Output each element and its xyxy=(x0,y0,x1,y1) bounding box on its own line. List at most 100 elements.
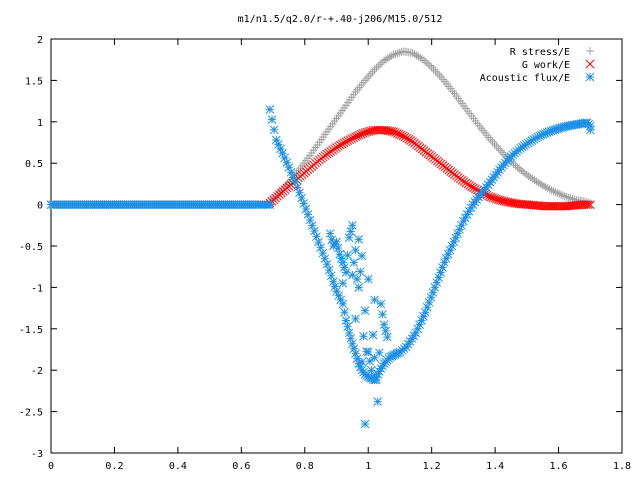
x-tick-label: 0 xyxy=(48,461,54,472)
data-point xyxy=(385,126,395,136)
data-point xyxy=(553,189,562,198)
data-point xyxy=(376,299,386,309)
data-point xyxy=(389,50,398,59)
data-point xyxy=(346,333,356,343)
data-point xyxy=(382,332,392,342)
data-point xyxy=(549,187,558,196)
x-tick-label: 0.8 xyxy=(296,461,314,472)
data-point xyxy=(334,141,343,151)
data-point xyxy=(335,140,345,150)
data-point xyxy=(320,254,330,264)
legend-marker xyxy=(585,59,595,69)
data-point xyxy=(338,258,348,267)
data-point xyxy=(340,263,349,272)
series-layer xyxy=(46,47,595,429)
data-point xyxy=(297,193,306,203)
data-point xyxy=(346,227,356,236)
series-2 xyxy=(46,105,595,429)
x-tick-label: 1 xyxy=(365,461,371,472)
data-point xyxy=(351,349,360,358)
data-point xyxy=(343,250,352,260)
series-0 xyxy=(265,47,595,207)
data-point xyxy=(579,200,589,209)
data-point xyxy=(494,144,503,153)
data-point xyxy=(374,348,384,358)
x-tick-label: 1.8 xyxy=(613,461,631,472)
x-tick-label: 0.4 xyxy=(169,461,187,472)
data-point xyxy=(330,282,340,291)
data-point xyxy=(423,59,432,68)
data-point xyxy=(344,328,354,338)
data-point xyxy=(307,221,317,230)
y-tick-label: -1 xyxy=(31,283,43,294)
data-point xyxy=(465,181,475,190)
data-point xyxy=(547,186,556,195)
legend-label: Acoustic flux/E xyxy=(480,73,570,84)
data-point xyxy=(348,220,357,230)
data-point xyxy=(422,302,432,312)
data-point xyxy=(314,237,323,247)
data-point xyxy=(269,125,279,135)
data-point xyxy=(352,274,362,284)
legend-label: G work/E xyxy=(522,60,570,71)
data-point xyxy=(402,133,412,143)
data-point xyxy=(328,277,338,286)
y-tick-label: 1 xyxy=(37,118,43,129)
data-point xyxy=(379,320,389,330)
data-point xyxy=(267,115,277,124)
data-point xyxy=(362,74,371,83)
data-point xyxy=(451,233,461,243)
y-tick-label: -3 xyxy=(31,449,43,460)
data-point xyxy=(332,143,341,152)
data-point xyxy=(316,243,325,253)
legend: R stress/E G work/E Acoustic flux/E xyxy=(480,47,595,84)
data-point xyxy=(429,65,438,74)
data-point xyxy=(433,69,442,78)
y-tick-label: 0.5 xyxy=(25,159,43,170)
data-point xyxy=(371,375,381,385)
data-point xyxy=(492,142,501,151)
data-point xyxy=(398,131,408,141)
data-point xyxy=(344,233,354,243)
data-point xyxy=(341,316,351,325)
data-point xyxy=(420,307,430,317)
data-point xyxy=(370,295,379,305)
legend-marker xyxy=(585,72,595,82)
data-point xyxy=(354,235,364,244)
data-point xyxy=(293,183,302,192)
data-point xyxy=(333,243,343,253)
data-point xyxy=(305,215,315,225)
data-point xyxy=(557,190,566,199)
data-point xyxy=(555,189,564,198)
data-point xyxy=(265,105,275,114)
data-point xyxy=(373,397,383,407)
data-point xyxy=(360,419,370,429)
data-point xyxy=(355,267,365,277)
data-point xyxy=(349,258,359,267)
data-point xyxy=(343,322,352,332)
data-point xyxy=(368,330,378,340)
legend-label: R stress/E xyxy=(510,47,570,58)
data-point xyxy=(418,54,427,63)
data-point xyxy=(312,232,321,241)
data-point xyxy=(367,365,376,375)
data-point xyxy=(585,200,595,209)
legend-marker xyxy=(586,47,594,55)
data-point xyxy=(391,50,400,59)
data-point xyxy=(338,278,348,288)
data-point xyxy=(395,48,404,57)
data-point xyxy=(425,61,434,70)
data-point xyxy=(299,199,309,208)
data-point xyxy=(365,356,375,366)
data-point xyxy=(348,339,357,349)
data-point xyxy=(378,309,387,319)
data-point xyxy=(374,61,383,70)
data-point xyxy=(417,316,426,325)
data-point xyxy=(340,307,349,317)
data-point xyxy=(324,265,334,275)
data-point xyxy=(370,65,379,74)
data-point xyxy=(434,273,443,282)
data-point xyxy=(368,67,377,76)
data-point xyxy=(420,56,429,65)
